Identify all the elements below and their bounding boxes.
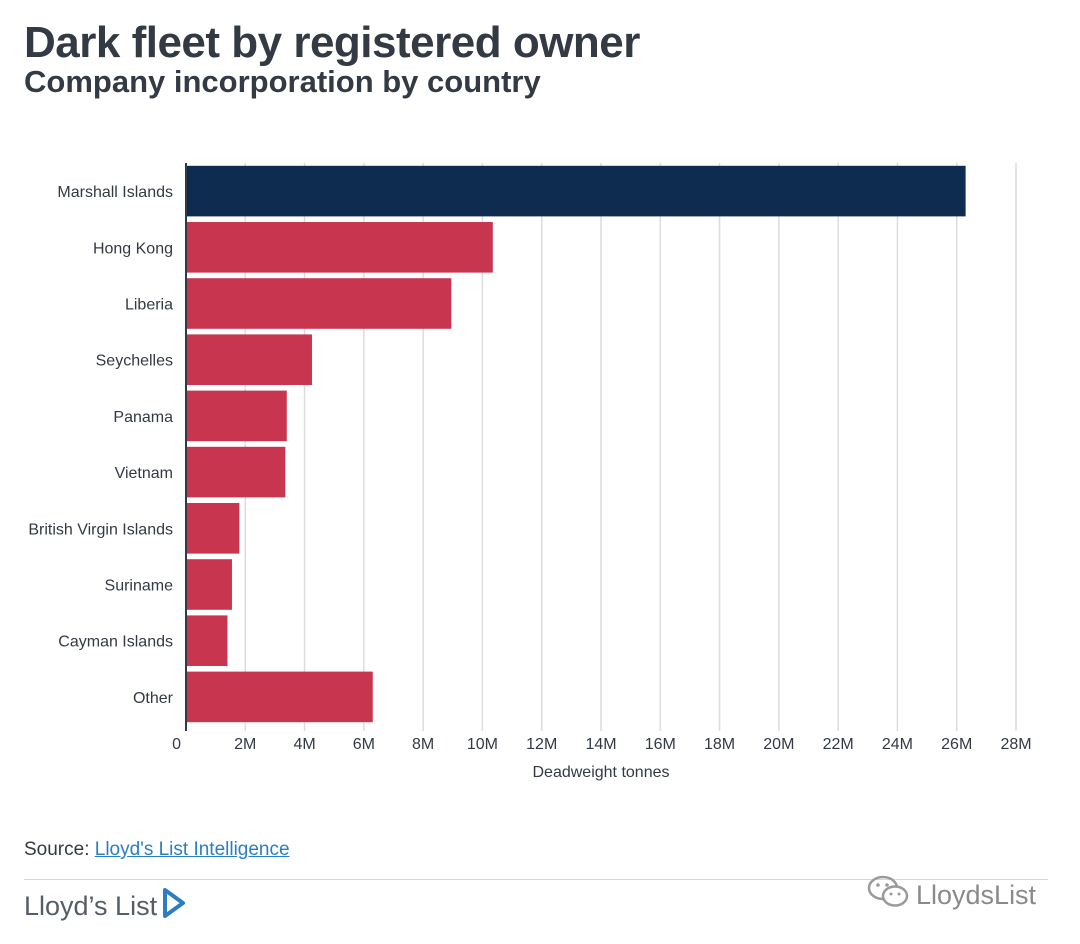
bar [186,615,228,666]
bar [186,390,287,442]
bar-chart: Marshall Islands Hong Kong Liberia Seychell… [28,163,1032,781]
x-tick-label: 2M [234,736,256,753]
x-tick-label: 28M [1000,736,1031,753]
watermark-text: LloydsList [916,880,1037,910]
bar [186,334,312,385]
bar [186,222,493,273]
chart-subtitle: Company incorporation by country [24,64,541,99]
footer-divider [24,879,1048,880]
x-tick-label: 24M [882,736,913,753]
category-label: Marshall Islands [57,184,173,201]
category-label: British Virgin Islands [28,521,173,538]
category-label: Vietnam [115,465,173,482]
category-label: Cayman Islands [58,634,173,651]
bar [186,671,373,723]
watermark: LloydsList [866,874,1036,917]
bar [186,559,232,610]
chart-title: Dark fleet by registered owner [24,18,640,67]
x-tick-label: 4M [293,736,315,753]
category-label: Liberia [125,297,173,314]
bar [186,278,452,329]
x-tick-label: 14M [585,736,616,753]
x-tick-label: 0 [172,736,181,753]
wechat-icon [866,874,910,917]
play-arrow-icon [163,888,186,925]
x-tick-label: 18M [704,736,735,753]
brand-logo[interactable]: Lloyd’s List [24,888,186,925]
x-tick-label: 6M [353,736,375,753]
x-tick-label: 12M [526,736,557,753]
bar [186,446,286,498]
x-tick-label: 26M [941,736,972,753]
x-tick-label: 22M [823,736,854,753]
bar [186,165,966,217]
category-label: Seychelles [96,353,173,370]
source-label: Source: [24,839,95,860]
x-axis-title: Deadweight tonnes [533,764,670,781]
category-label: Hong Kong [93,240,173,257]
x-tick-label: 16M [645,736,676,753]
source-line: Source: Lloyd's List Intelligence [24,839,290,861]
source-link[interactable]: Lloyd's List Intelligence [94,839,290,860]
bar [186,503,240,554]
category-label: Panama [113,409,173,426]
category-label: Suriname [105,578,174,595]
x-tick-label: 10M [467,736,498,753]
x-tick-label: 8M [412,736,434,753]
brand-name: Lloyd’s List [24,891,158,921]
x-tick-label: 20M [763,736,794,753]
category-label: Other [133,690,174,707]
